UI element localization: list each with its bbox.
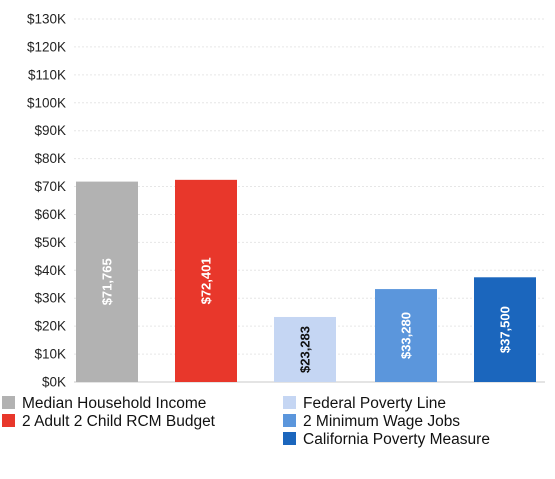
bar-4	[375, 289, 437, 382]
legend-swatch	[2, 414, 15, 427]
legend-label: 2 Adult 2 Child RCM Budget	[22, 413, 216, 430]
y-tick-label: $110K	[28, 67, 66, 82]
y-tick-label: $80K	[34, 151, 66, 166]
bar-1	[76, 181, 138, 382]
y-tick-label: $50K	[34, 235, 66, 250]
legend-swatch	[283, 414, 296, 427]
legend-item: California Poverty Measure	[283, 431, 490, 448]
legend-item: 2 Adult 2 Child RCM Budget	[2, 413, 216, 430]
bar-value-label: $72,401	[199, 257, 214, 304]
y-tick-label: $40K	[34, 263, 66, 278]
y-tick-label: $10K	[34, 347, 66, 362]
y-tick-label: $0K	[42, 375, 66, 390]
legend-swatch	[2, 396, 15, 409]
y-tick-label: $60K	[34, 207, 66, 222]
bar-3	[274, 316, 336, 382]
bars	[76, 179, 536, 382]
y-axis-tick-labels: $0K $10K $20K $30K $40K $50K $60K $70K $80K $90K $…	[27, 12, 66, 390]
bar-value-label: $23,283	[298, 326, 313, 373]
bar-value-label: $71,765	[100, 258, 115, 305]
y-tick-label: $90K	[34, 123, 66, 138]
legend-label: California Poverty Measure	[303, 431, 490, 448]
bar-value-label: $37,500	[498, 306, 513, 353]
y-tick-label: $20K	[34, 319, 66, 334]
y-tick-label: $130K	[27, 12, 66, 27]
bar-5	[474, 277, 536, 382]
bar-2	[175, 179, 237, 382]
bar-value-label: $33,280	[399, 312, 414, 359]
legend-item: Median Household Income	[2, 395, 206, 412]
y-tick-label: $100K	[27, 95, 66, 110]
legend-label: 2 Minimum Wage Jobs	[303, 413, 460, 430]
bar-value-labels: $71,765 $72,401 $23,283 $33,280 $37,500	[100, 257, 513, 373]
y-tick-label: $70K	[34, 179, 66, 194]
y-tick-label: $30K	[34, 291, 66, 306]
grid-lines	[74, 18, 545, 383]
legend-label: Median Household Income	[22, 395, 206, 412]
legend-swatch	[283, 396, 296, 409]
y-tick-label: $120K	[27, 39, 66, 54]
legend-swatch	[283, 432, 296, 445]
legend-label: Federal Poverty Line	[303, 395, 446, 412]
legend-item: 2 Minimum Wage Jobs	[283, 413, 460, 430]
legend-item: Federal Poverty Line	[283, 395, 446, 412]
